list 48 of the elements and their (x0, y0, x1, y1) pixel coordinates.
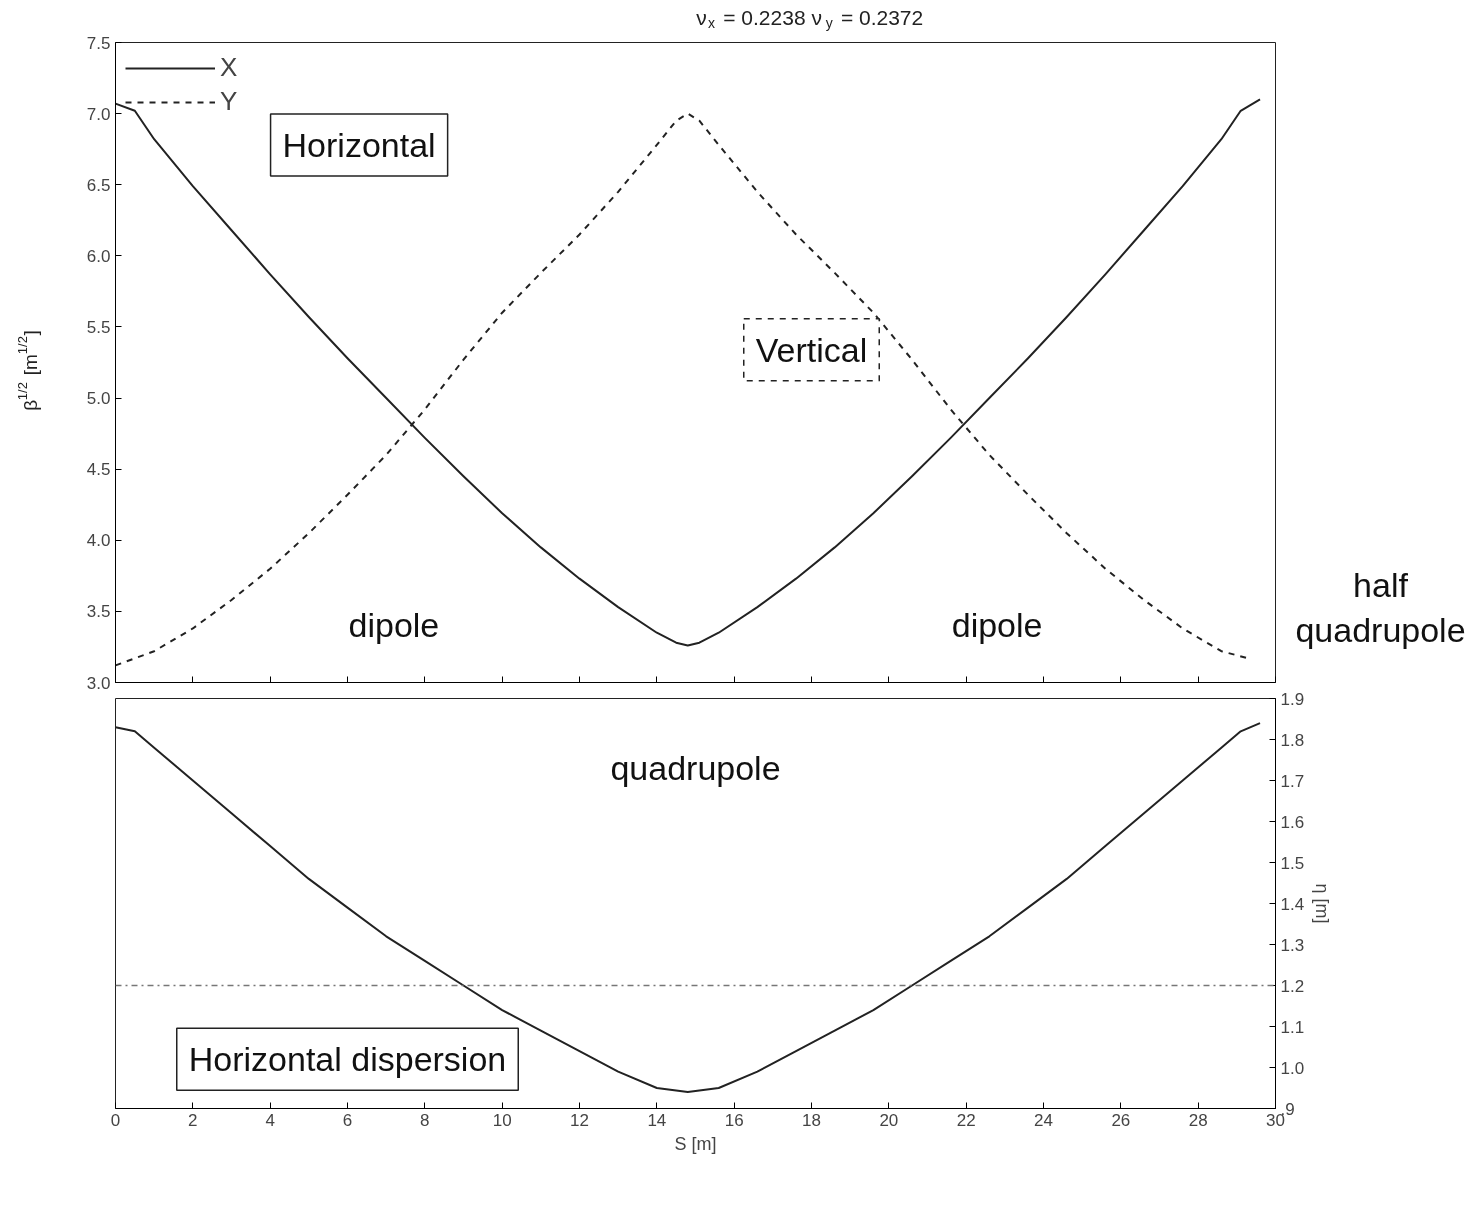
x-tick-label: 22 (956, 1110, 976, 1130)
x-tick-label: 16 (724, 1110, 744, 1130)
y-tick-label: 3.0 (86, 673, 111, 693)
annotation: quadrupole (610, 749, 781, 788)
x-tick-label: 20 (879, 1110, 899, 1130)
x-tick-label: 26 (1111, 1110, 1131, 1130)
y-tick-label: 7.0 (86, 104, 111, 124)
x-tick-label: 0 (110, 1110, 121, 1130)
y-tick-label: 4.5 (86, 460, 111, 480)
x-tick-label: 14 (647, 1110, 667, 1130)
x-tick-label: 2 (188, 1110, 198, 1130)
x-tick-label: 6 (342, 1110, 353, 1130)
y-tick-label: 6.0 (86, 246, 111, 266)
annotation: dipole (951, 605, 1043, 644)
x-tick-label: 8 (420, 1110, 430, 1130)
x-tick-label: 18 (802, 1110, 821, 1130)
legend-label: X (220, 52, 239, 83)
annotation: Vertical (755, 330, 868, 369)
y2-tick-label: 1.3 (1280, 935, 1305, 955)
x-tick-label: 24 (1034, 1110, 1053, 1130)
y2-tick-label: 1.5 (1280, 853, 1305, 873)
y-tick-label: 7.5 (86, 33, 111, 53)
x-tick-label: 12 (570, 1110, 589, 1130)
y-axis-title: β1/2 [m1/2] (15, 330, 41, 411)
y2-tick-label: 1.9 (1280, 689, 1305, 709)
annotation: Horizontal (282, 125, 436, 164)
y-tick-label: 4.0 (86, 531, 111, 551)
y2-axis-title: η [m] (1312, 883, 1333, 924)
y-tick-label: 3.5 (86, 602, 111, 622)
x-tick-label: 4 (265, 1110, 275, 1130)
x-tick-label: 30 (1266, 1110, 1285, 1130)
y-tick-label: 5.0 (86, 389, 111, 409)
x-tick-label: 10 (492, 1110, 512, 1130)
y2-tick-label: 1.6 (1280, 812, 1305, 832)
annotation: Horizontal dispersion (188, 1040, 507, 1079)
y-tick-label: 6.5 (86, 175, 111, 195)
legend-label: Y (220, 86, 239, 117)
text: half quadrupole (1295, 565, 1466, 650)
y2-tick-label: 1.8 (1280, 730, 1305, 750)
y2-tick-label: 1.4 (1280, 894, 1305, 914)
y2-tick-label: 1.0 (1280, 1058, 1305, 1078)
y-tick-label: 5.5 (86, 317, 111, 337)
annotation: dipole (348, 605, 440, 644)
x-axis-title: S [m] (674, 1133, 717, 1154)
y2-tick-label: 1.2 (1280, 976, 1305, 996)
y2-tick-label: 1.7 (1280, 771, 1305, 791)
y2-tick-label: 1.1 (1280, 1017, 1305, 1037)
x-tick-label: 28 (1188, 1110, 1208, 1130)
